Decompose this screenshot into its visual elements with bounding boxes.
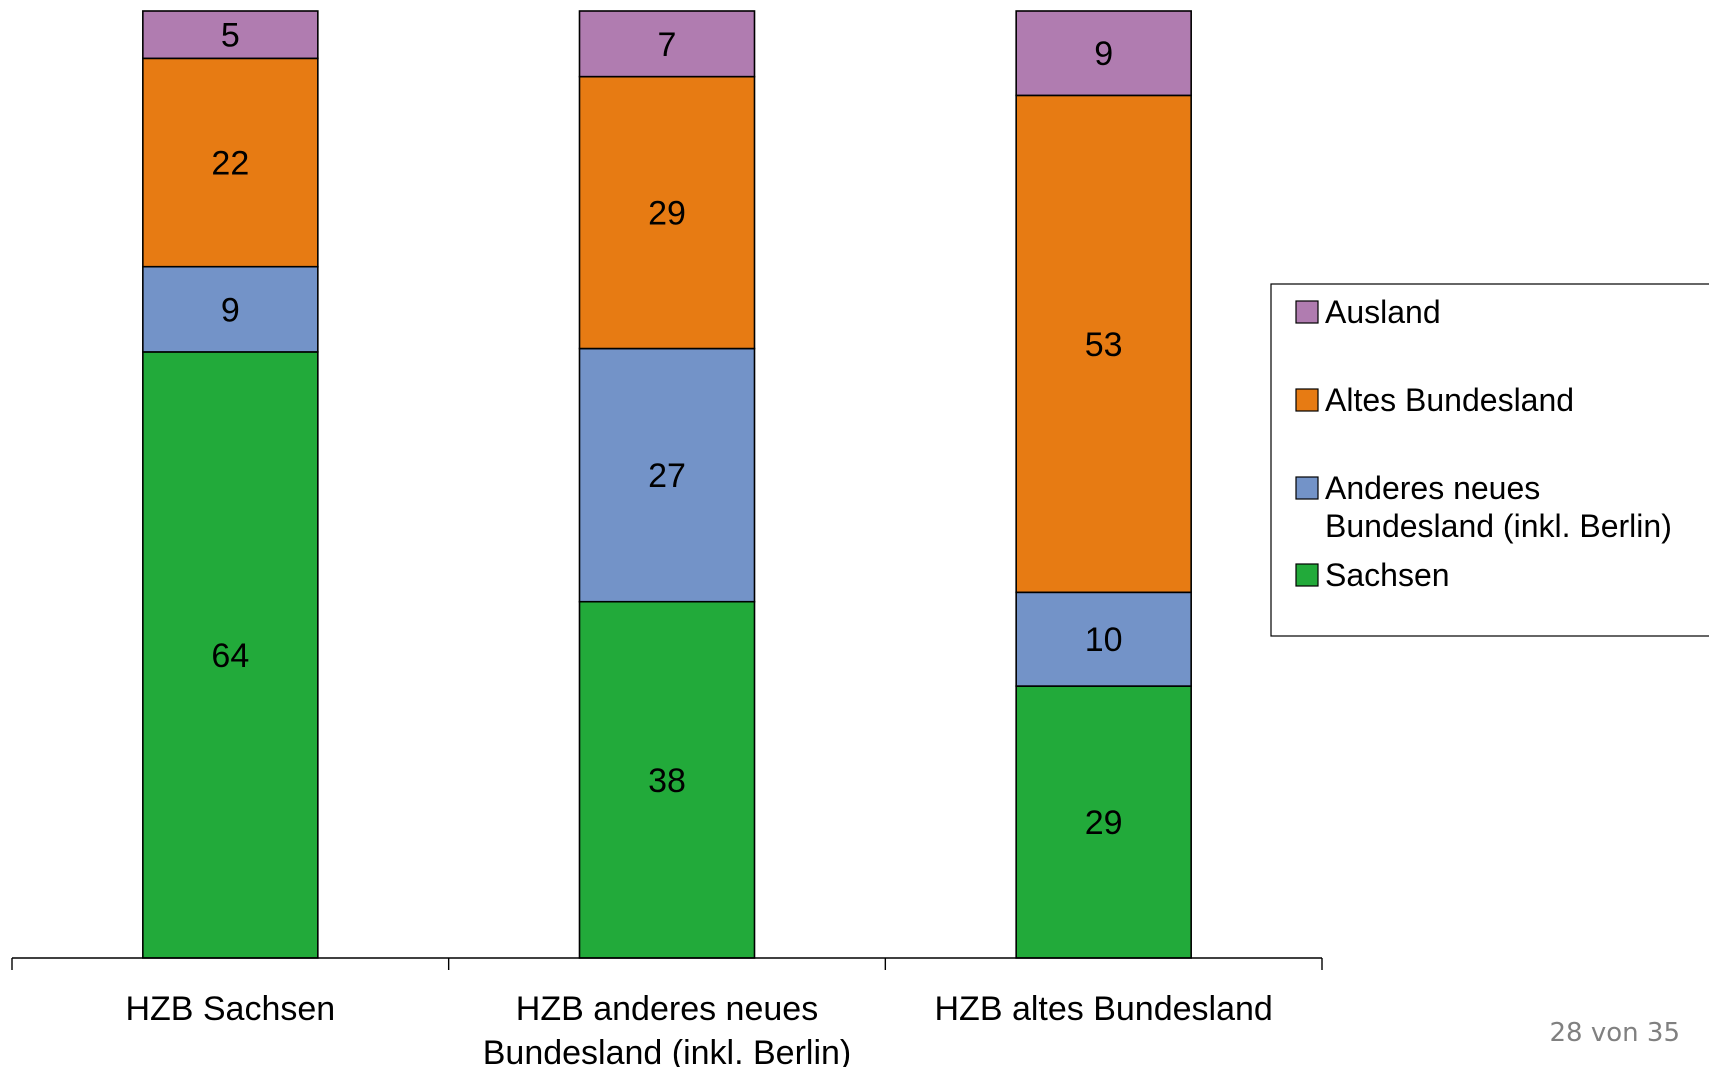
legend-label: Ausland (1325, 294, 1441, 330)
data-label: 29 (648, 195, 686, 233)
page-number: 28 von 35 (1549, 1018, 1680, 1048)
data-label: 5 (221, 17, 240, 55)
bar-segment-ausland (1015, 10, 1192, 97)
x-tick-label: HZB anderes neues Bundesland (inkl. Berli… (483, 990, 852, 1067)
legend-box (1270, 283, 1709, 637)
x-axis: HZB Sachsen HZB anderes neues Bundesland (… (11, 957, 1323, 1067)
bars-layer: 64 9 22 5 38 27 29 7 29 10 53 9 (142, 10, 1192, 959)
data-label: 7 (658, 26, 677, 64)
data-label: 9 (221, 291, 240, 329)
data-label: 27 (648, 457, 686, 495)
legend-item-anderes-neues-bundesland-inkl-berlin: Anderes neues Bundesland (inkl. Berlin) (1295, 470, 1672, 544)
data-label: 29 (1085, 804, 1123, 842)
data-label: 9 (1094, 35, 1113, 73)
legend-label: Anderes neues Bundesland (inkl. Berlin) (1325, 470, 1672, 544)
bar-segment-sachsen (578, 600, 756, 959)
bar-stack-hzb-sachsen: 64 9 22 5 (142, 10, 319, 959)
legend-swatch (1295, 563, 1319, 587)
legend-swatch (1295, 476, 1319, 500)
bar-segment-ausland (578, 10, 756, 78)
bar-segment-altes-bundesland (578, 75, 756, 350)
bar-stack-hzb-anderes-neues-bundesland-inkl-berlin: 38 27 29 7 (578, 10, 756, 959)
legend-label: Sachsen (1325, 557, 1450, 593)
data-label: 64 (211, 637, 249, 675)
bar-segment-anderes-neues-bundesland-inkl-berlin (578, 347, 756, 603)
legend-item-sachsen: Sachsen (1295, 557, 1450, 593)
x-tick-label: HZB altes Bundesland (935, 990, 1273, 1028)
legend-item-altes-bundesland: Altes Bundesland (1295, 382, 1574, 418)
data-label: 22 (211, 145, 249, 183)
legend-label: Altes Bundesland (1325, 382, 1574, 418)
legend-swatch (1295, 388, 1319, 412)
bar-segment-ausland (142, 10, 319, 60)
x-tick-label: HZB Sachsen (125, 990, 335, 1028)
data-label: 10 (1085, 621, 1123, 659)
data-label: 38 (648, 762, 686, 800)
bar-segment-anderes-neues-bundesland-inkl-berlin (142, 265, 319, 353)
bar-segment-altes-bundesland (1015, 94, 1192, 594)
bar-segment-sachsen (142, 351, 319, 959)
legend: Ausland Altes Bundesland Anderes neues Bund… (1270, 283, 1709, 637)
legend-item-ausland: Ausland (1295, 294, 1441, 330)
data-label: 53 (1085, 326, 1123, 364)
bar-segment-anderes-neues-bundesland-inkl-berlin (1015, 591, 1192, 687)
bar-stack-hzb-altes-bundesland: 29 10 53 9 (1015, 10, 1192, 959)
legend-swatch (1295, 300, 1319, 324)
